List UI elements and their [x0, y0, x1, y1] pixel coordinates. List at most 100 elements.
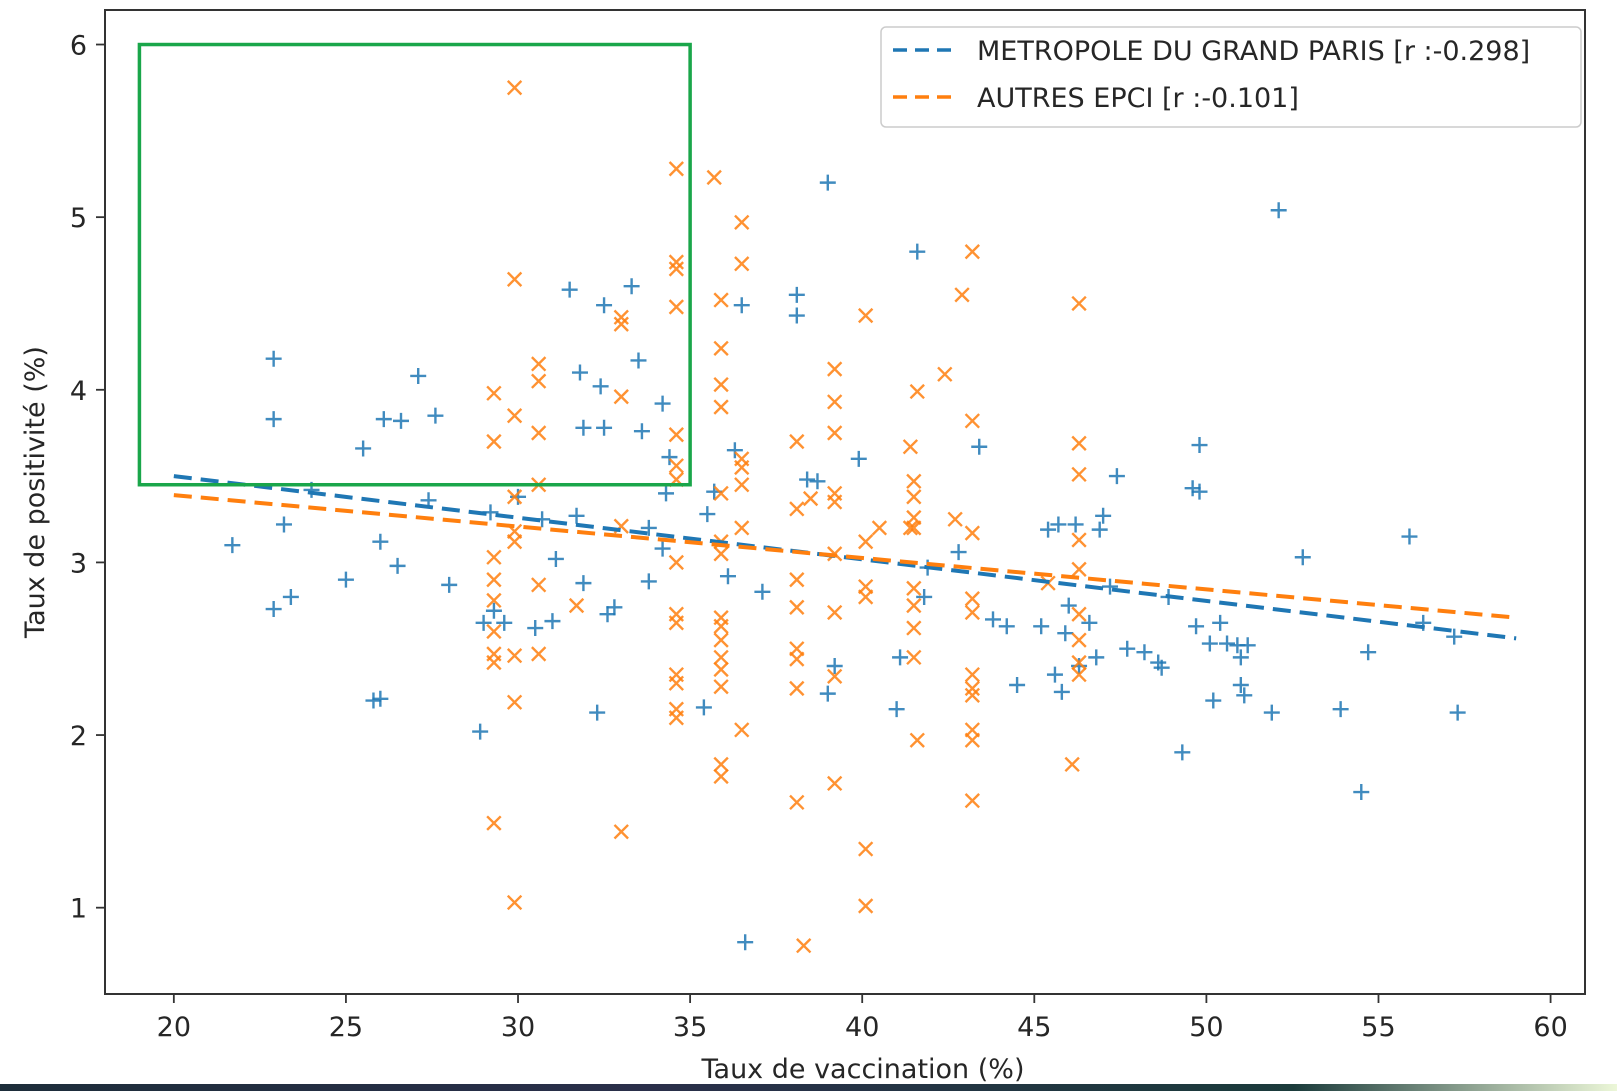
metropole-point [1332, 701, 1349, 718]
x-tick-label: 50 [1189, 1012, 1223, 1043]
autres-epci-point [506, 534, 523, 550]
y-axis-label: Taux de positivité (%) [20, 346, 51, 639]
autres-epci-point [858, 534, 874, 550]
metropole-point [654, 540, 671, 557]
metropole-point [799, 471, 816, 488]
autres-epci-point [858, 589, 874, 605]
autres-epci-point [668, 261, 684, 277]
trend-lines [173, 474, 1517, 641]
y-tick-label: 5 [70, 203, 87, 234]
autres-epci-point [668, 554, 684, 571]
legend-label-metropole: METROPOLE DU GRAND PARIS [r :-0.298] [977, 36, 1530, 67]
autres-epci-point [827, 494, 843, 510]
metropole-point [1232, 649, 1249, 666]
autres-epci-point [1071, 632, 1087, 648]
x-tick-label: 30 [501, 1012, 535, 1043]
autres-epci-point [734, 459, 750, 476]
autres-epci-point [789, 794, 805, 811]
autres-epci-trend-line [173, 493, 1517, 620]
metropole-point [568, 507, 585, 524]
metropole-point [1294, 549, 1311, 566]
x-tick-label: 55 [1361, 1012, 1395, 1043]
metropole-point [654, 395, 671, 412]
x-axis-label: Taux de vaccination (%) [701, 1054, 1025, 1085]
autres-epci-point [906, 620, 922, 636]
autres-epci-point [506, 489, 523, 505]
metropole-point [726, 442, 743, 459]
autres-epci-point [531, 577, 547, 593]
autres-epci-point [613, 309, 629, 325]
y-tick-label: 4 [70, 376, 87, 407]
autres-epci-point [964, 525, 980, 541]
autres-epci-point [906, 597, 922, 614]
autres-epci-point [486, 433, 502, 450]
autres-epci-point [713, 399, 729, 415]
plot-frame [104, 9, 1586, 995]
autres-epci-point [668, 675, 684, 691]
metropole-point [1449, 704, 1466, 721]
autres-epci-point [827, 361, 843, 377]
x-axis-ticks: 20 25 30 35 40 45 50 55 60 [157, 994, 1568, 1043]
legend: METROPOLE DU GRAND PARIS [r :-0.298] AUT… [880, 26, 1582, 128]
metropole-point [788, 307, 805, 324]
metropole-point [1119, 640, 1136, 657]
metropole-point [916, 588, 933, 605]
metropole-point [575, 575, 592, 592]
metropole-point [375, 411, 392, 428]
autres-epci-point [531, 646, 547, 662]
autres-epci-point [486, 654, 502, 671]
autres-epci-point [531, 356, 547, 372]
autres-epci-point [789, 599, 805, 615]
autres-epci-point [734, 214, 750, 230]
autres-epci-point [964, 413, 980, 429]
autres-epci-point [706, 169, 722, 186]
metropole-point [393, 412, 409, 429]
y-axis-ticks: 1 2 3 4 5 6 [70, 31, 105, 925]
legend-box [880, 26, 1582, 128]
autres-epci-point [789, 680, 805, 697]
autres-epci-point [827, 775, 843, 792]
metropole-point [561, 281, 578, 298]
metropole-point [809, 473, 826, 490]
autres-epci-point [796, 938, 812, 954]
metropole-point [733, 297, 750, 314]
autres-epci-point [734, 520, 750, 536]
plot-background [105, 10, 1585, 994]
metropole-point [1081, 614, 1098, 631]
autres-epci-point [531, 425, 547, 441]
metropole-point [337, 571, 354, 588]
metropole-point [527, 620, 544, 637]
autres-epci-point [506, 647, 523, 664]
metropole-point [1091, 521, 1108, 538]
metropole-point [592, 378, 609, 395]
metropole-point [1050, 516, 1067, 533]
metropole-point [1053, 683, 1070, 700]
metropole-point [1212, 614, 1229, 631]
autres-epci-point [486, 623, 502, 640]
metropole-point [1136, 644, 1153, 661]
autres-epci-point [713, 292, 729, 308]
metropole-point [1033, 618, 1050, 635]
autres-epci-point [668, 710, 684, 726]
metropole-point [475, 614, 492, 631]
metropole-point [265, 601, 282, 618]
autres-epci-point [858, 307, 874, 324]
autres-epci-point [964, 793, 980, 809]
autres-epci-point [734, 256, 750, 272]
metropole-point [630, 352, 647, 369]
metropole-point [510, 488, 527, 505]
metropole-point [355, 440, 372, 457]
metropole-point [547, 550, 564, 567]
autres-epci-point [906, 520, 922, 536]
autres-epci-point [486, 572, 502, 588]
autres-epci-point [827, 604, 843, 621]
autres-epci-point [668, 427, 684, 443]
autres-epci-point [964, 732, 980, 748]
metropole-point [606, 599, 623, 616]
autres-epci-point [789, 572, 805, 588]
metropole-point [1270, 202, 1287, 219]
y-tick-label: 1 [70, 894, 87, 925]
metropole-point [389, 557, 406, 574]
highlight-box [137, 42, 692, 487]
